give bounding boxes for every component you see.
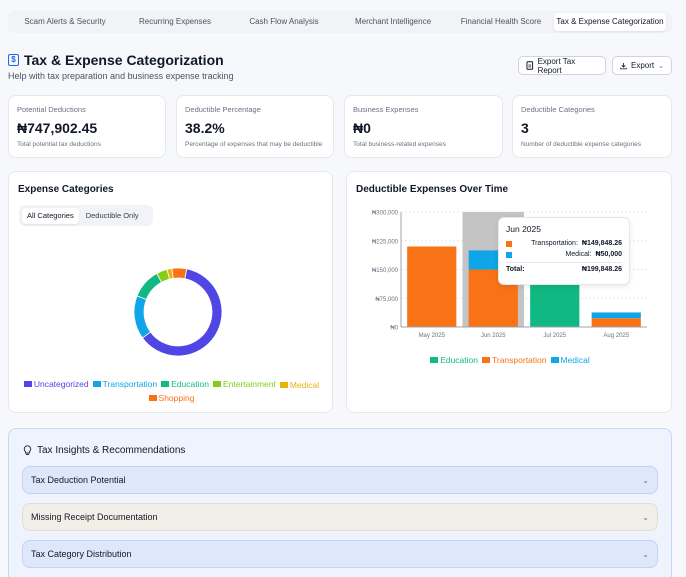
accordion-missing-receipts[interactable]: Missing Receipt Documentation ⌄ bbox=[22, 503, 658, 531]
expense-donut-chart bbox=[133, 267, 223, 357]
stat-potential-deductions: Potential Deductions ₦747,902.45 Total p… bbox=[8, 95, 166, 158]
x-tick-label: Jul 2025 bbox=[543, 333, 566, 339]
stat-value: ₦0 bbox=[353, 120, 371, 136]
donut-slice-education[interactable] bbox=[136, 272, 163, 301]
tab-recurring-expenses[interactable]: Recurring Expenses bbox=[138, 17, 212, 26]
x-tick-label: May 2025 bbox=[419, 333, 446, 339]
tooltip-row: Transportation: ₦149,848.26 bbox=[506, 240, 622, 247]
x-tick-label: Jun 2025 bbox=[481, 333, 506, 339]
accordion-tax-category-distribution[interactable]: Tax Category Distribution ⌄ bbox=[22, 540, 658, 568]
legend-item-medical[interactable]: Medical bbox=[550, 355, 590, 365]
legend-item-transportation[interactable]: Transportation bbox=[482, 355, 547, 365]
y-tick-label: ₦225,000 bbox=[372, 239, 399, 245]
y-tick-label: ₦300,000 bbox=[372, 211, 399, 217]
stat-label: Deductible Categories bbox=[521, 105, 595, 114]
card-title: Expense Categories bbox=[18, 184, 114, 195]
legend-item-uncategorized[interactable]: Uncategorized bbox=[23, 377, 89, 390]
y-tick-label: ₦0 bbox=[390, 326, 398, 332]
donut-slice-transportation[interactable] bbox=[133, 295, 152, 339]
page-title: Tax & Expense Categorization bbox=[24, 52, 224, 68]
bar-legend: Education Transportation Medical bbox=[357, 355, 663, 365]
tab-tax-expense[interactable]: Tax & Expense Categorization bbox=[554, 13, 666, 31]
stat-label: Deductible Percentage bbox=[185, 105, 261, 114]
page-header: $ Tax & Expense Categorization Help with… bbox=[8, 52, 234, 81]
stat-value: 3 bbox=[521, 120, 529, 136]
toggle-deductible-only[interactable]: Deductible Only bbox=[85, 210, 139, 220]
page-subtitle: Help with tax preparation and business e… bbox=[8, 71, 234, 81]
legend-item-education[interactable]: Education bbox=[161, 377, 209, 390]
stat-description: Total potential tax deductions bbox=[17, 141, 101, 148]
export-button[interactable]: Export ⌄ bbox=[612, 56, 672, 75]
export-tax-report-button[interactable]: Export Tax Report bbox=[518, 56, 606, 75]
stat-label: Business Expenses bbox=[353, 105, 419, 114]
tab-bar: Scam Alerts & Security Recurring Expense… bbox=[8, 11, 672, 33]
toggle-all-categories[interactable]: All Categories bbox=[22, 207, 79, 224]
legend-item-transportation[interactable]: Transportation bbox=[92, 377, 157, 390]
donut-slice-shopping[interactable] bbox=[171, 267, 188, 280]
card-title: Deductible Expenses Over Time bbox=[356, 184, 509, 195]
dollar-document-icon: $ bbox=[8, 54, 19, 66]
bar-transportation-aug-2025[interactable] bbox=[591, 318, 641, 327]
stat-label: Potential Deductions bbox=[17, 105, 86, 114]
stat-deductible-categories: Deductible Categories 3 Number of deduct… bbox=[512, 95, 672, 158]
chart-tooltip: Jun 2025 Transportation: ₦149,848.26 Med… bbox=[498, 217, 630, 285]
stat-description: Percentage of expenses that may be deduc… bbox=[185, 141, 323, 148]
chevron-down-icon: ⌄ bbox=[658, 62, 664, 70]
chevron-down-icon: ⌄ bbox=[642, 549, 649, 559]
tooltip-title: Jun 2025 bbox=[506, 224, 541, 234]
legend-item-entertainment[interactable]: Entertainment bbox=[212, 377, 276, 390]
tax-insights-panel: Tax Insights & Recommendations Tax Deduc… bbox=[8, 428, 672, 577]
stat-deductible-percentage: Deductible Percentage 38.2% Percentage o… bbox=[176, 95, 334, 158]
category-filter-toggle: All Categories Deductible Only bbox=[19, 205, 153, 226]
stat-value: ₦747,902.45 bbox=[17, 120, 98, 136]
legend-item-shopping[interactable]: Shopping bbox=[148, 393, 194, 403]
bar-transportation-may-2025[interactable] bbox=[407, 246, 457, 328]
expense-legend: Uncategorized Transportation Education E… bbox=[19, 377, 324, 403]
stat-business-expenses: Business Expenses ₦0 Total business-rela… bbox=[344, 95, 503, 158]
download-icon bbox=[620, 62, 627, 69]
bar-medical-aug-2025[interactable] bbox=[591, 312, 641, 319]
export-label: Export bbox=[631, 61, 655, 70]
x-tick-label: Aug 2025 bbox=[603, 333, 629, 339]
tab-financial-health[interactable]: Financial Health Score bbox=[460, 17, 542, 26]
document-icon bbox=[526, 61, 534, 70]
stat-value: 38.2% bbox=[185, 120, 225, 136]
tab-merchant-intelligence[interactable]: Merchant Intelligence bbox=[354, 17, 432, 26]
y-tick-label: ₦150,000 bbox=[372, 268, 399, 274]
deductible-expenses-card: Deductible Expenses Over Time ₦0 ₦75,000 ₦… bbox=[346, 171, 672, 413]
tooltip-row: Medical: ₦50,000 bbox=[506, 251, 622, 258]
y-tick-label: ₦75,000 bbox=[375, 297, 398, 303]
chevron-down-icon: ⌄ bbox=[642, 512, 649, 522]
export-tax-report-label: Export Tax Report bbox=[537, 56, 576, 75]
expense-categories-card: Expense Categories All Categories Deduct… bbox=[8, 171, 333, 413]
legend-item-education[interactable]: Education bbox=[430, 355, 478, 365]
insights-title: Tax Insights & Recommendations bbox=[23, 445, 185, 456]
accordion-tax-deduction-potential[interactable]: Tax Deduction Potential ⌄ bbox=[22, 466, 658, 494]
stat-description: Total business-related expenses bbox=[353, 141, 446, 148]
lightbulb-icon bbox=[23, 445, 32, 455]
tooltip-total: Total: ₦199,848.26 bbox=[506, 262, 622, 273]
stat-description: Number of deductible expense categories bbox=[521, 141, 641, 148]
tab-scam-alerts[interactable]: Scam Alerts & Security bbox=[24, 17, 106, 26]
legend-item-medical[interactable]: Medical bbox=[279, 380, 319, 390]
chevron-down-icon: ⌄ bbox=[642, 475, 649, 485]
tab-cash-flow[interactable]: Cash Flow Analysis bbox=[249, 17, 319, 26]
